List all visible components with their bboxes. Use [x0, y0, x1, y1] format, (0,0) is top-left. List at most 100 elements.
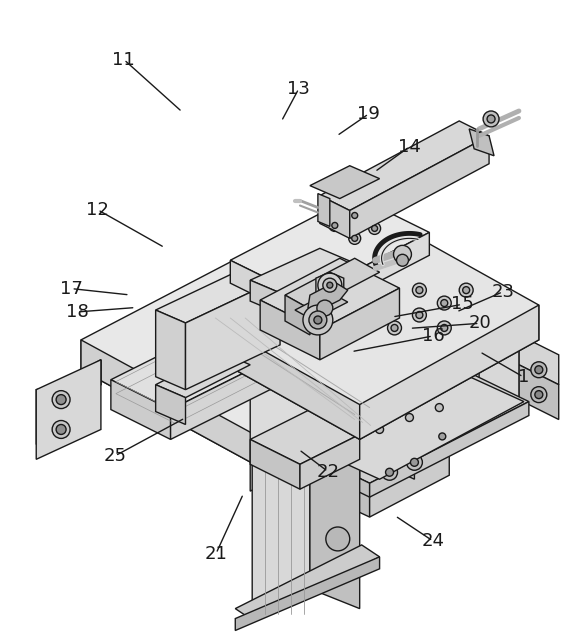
- Circle shape: [441, 325, 448, 332]
- Circle shape: [441, 320, 447, 326]
- Circle shape: [317, 300, 333, 316]
- Polygon shape: [305, 233, 430, 320]
- Polygon shape: [252, 432, 310, 619]
- Circle shape: [406, 413, 414, 422]
- Text: 18: 18: [66, 303, 88, 321]
- Polygon shape: [230, 195, 430, 297]
- Text: 24: 24: [421, 532, 444, 550]
- Polygon shape: [81, 340, 300, 489]
- Polygon shape: [360, 305, 539, 439]
- Polygon shape: [156, 385, 186, 425]
- Circle shape: [413, 308, 427, 322]
- Polygon shape: [285, 258, 380, 309]
- Circle shape: [394, 245, 411, 263]
- Text: 12: 12: [86, 201, 109, 219]
- Polygon shape: [36, 360, 101, 459]
- Circle shape: [441, 300, 448, 307]
- Circle shape: [441, 350, 447, 356]
- Polygon shape: [370, 401, 529, 497]
- Text: 22: 22: [316, 463, 339, 481]
- Polygon shape: [310, 432, 360, 609]
- Polygon shape: [519, 365, 558, 420]
- Polygon shape: [260, 258, 400, 330]
- Circle shape: [326, 527, 350, 551]
- Circle shape: [303, 305, 333, 335]
- Text: 15: 15: [451, 295, 473, 313]
- Polygon shape: [310, 165, 380, 198]
- Circle shape: [386, 469, 394, 476]
- Circle shape: [463, 287, 469, 294]
- Polygon shape: [300, 434, 360, 489]
- Text: 23: 23: [492, 283, 515, 301]
- Circle shape: [466, 307, 472, 313]
- Polygon shape: [400, 422, 479, 462]
- Polygon shape: [56, 360, 101, 410]
- Circle shape: [535, 391, 543, 399]
- Circle shape: [535, 366, 543, 373]
- Polygon shape: [290, 265, 360, 318]
- Polygon shape: [320, 121, 489, 210]
- Polygon shape: [250, 410, 360, 464]
- Circle shape: [437, 296, 451, 310]
- Circle shape: [332, 223, 338, 228]
- Circle shape: [52, 391, 70, 408]
- Circle shape: [52, 420, 70, 439]
- Polygon shape: [260, 300, 320, 360]
- Circle shape: [349, 233, 360, 244]
- Circle shape: [387, 321, 401, 335]
- Polygon shape: [469, 129, 494, 156]
- Circle shape: [413, 283, 427, 297]
- Polygon shape: [111, 310, 310, 410]
- Polygon shape: [250, 280, 290, 318]
- Polygon shape: [310, 370, 524, 479]
- Polygon shape: [300, 450, 370, 497]
- Polygon shape: [235, 557, 380, 630]
- Circle shape: [376, 425, 384, 434]
- Polygon shape: [308, 282, 347, 310]
- Circle shape: [439, 433, 446, 440]
- Text: 14: 14: [398, 138, 421, 155]
- Circle shape: [349, 209, 360, 221]
- Polygon shape: [529, 348, 539, 365]
- Circle shape: [414, 334, 425, 346]
- Circle shape: [531, 387, 547, 403]
- Polygon shape: [250, 328, 360, 380]
- Polygon shape: [320, 195, 350, 238]
- Circle shape: [346, 436, 354, 443]
- Circle shape: [416, 311, 423, 318]
- Polygon shape: [250, 328, 310, 491]
- Polygon shape: [350, 136, 489, 238]
- Polygon shape: [156, 352, 250, 398]
- Polygon shape: [310, 328, 360, 479]
- Circle shape: [417, 337, 423, 343]
- Polygon shape: [316, 272, 344, 298]
- Circle shape: [56, 394, 66, 404]
- Polygon shape: [81, 221, 529, 489]
- Polygon shape: [101, 226, 529, 355]
- Polygon shape: [101, 363, 529, 455]
- Circle shape: [407, 455, 423, 470]
- Polygon shape: [156, 265, 280, 323]
- Circle shape: [372, 226, 377, 231]
- Circle shape: [438, 317, 450, 329]
- Polygon shape: [250, 439, 300, 489]
- Polygon shape: [171, 340, 310, 439]
- Polygon shape: [56, 360, 101, 410]
- Text: 19: 19: [357, 105, 380, 123]
- Polygon shape: [479, 335, 519, 425]
- Circle shape: [391, 325, 398, 332]
- Text: 16: 16: [421, 327, 444, 345]
- Polygon shape: [370, 451, 449, 517]
- Circle shape: [487, 115, 495, 123]
- Circle shape: [531, 362, 547, 378]
- Polygon shape: [285, 295, 310, 335]
- Polygon shape: [318, 193, 330, 226]
- Text: 21: 21: [205, 545, 227, 562]
- Circle shape: [437, 321, 451, 335]
- Circle shape: [416, 287, 423, 294]
- Text: 17: 17: [60, 280, 83, 297]
- Circle shape: [352, 235, 357, 242]
- Circle shape: [352, 212, 357, 219]
- Circle shape: [323, 278, 337, 292]
- Polygon shape: [86, 221, 539, 365]
